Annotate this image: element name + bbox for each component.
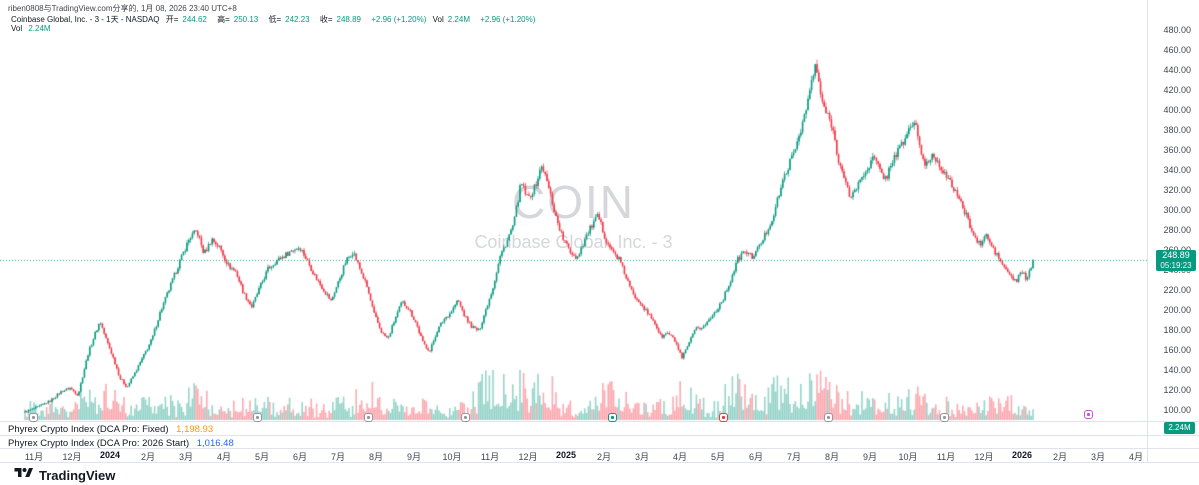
price-axis-label: 180.00 [1163,325,1191,335]
time-axis-label: 8月 [824,452,840,462]
event-marker-icon[interactable] [253,413,262,422]
indicator-2-name: Phyrex Crypto Index (DCA Pro: 2026 Start… [8,438,190,449]
time-axis-label: 11月 [24,452,44,462]
price-axis-label: 400.00 [1163,105,1191,115]
volume-value: 2.24M [28,24,51,33]
pane-separator-2[interactable] [0,435,1199,436]
price-axis-label: 460.00 [1163,45,1191,55]
time-axis-label: 12月 [62,452,82,462]
price-change: +2.96 (+1.20%) [371,15,427,24]
time-axis-label: 12月 [974,452,994,462]
last-price-value: 248.89 [1162,250,1190,260]
event-marker-icon[interactable] [461,413,470,422]
volume-legend-row[interactable]: Vol 2.24M [11,24,51,33]
pane-separator-1[interactable] [0,421,1199,422]
price-axis-label: 200.00 [1163,305,1191,315]
tradingview-brand-text: TradingView [39,468,116,483]
event-marker-icon[interactable] [1084,410,1093,419]
price-axis-label: 360.00 [1163,145,1191,155]
time-axis-label: 7月 [786,452,802,462]
event-marker-icon[interactable] [719,413,728,422]
ohlc-high: 高= 250.13 [217,15,259,24]
time-axis-label: 2026 [1011,450,1033,460]
event-marker-icon[interactable] [608,413,617,422]
indicator-1-name: Phyrex Crypto Index (DCA Pro: Fixed) [8,424,169,435]
time-axis-label: 10月 [898,452,918,462]
price-axis-label: 320.00 [1163,185,1191,195]
volume-label: Vol [11,24,23,33]
time-axis-label: 3月 [178,452,194,462]
volume-axis-badge: 2.24M [1164,422,1195,434]
price-chart-canvas[interactable] [0,0,1147,462]
time-axis-separator [0,448,1199,449]
price-change-secondary: +2.96 (+1.20%) [480,15,536,24]
event-marker-icon[interactable] [364,413,373,422]
time-axis-label: 2024 [99,450,121,460]
event-marker-icon[interactable] [824,413,833,422]
price-axis-label: 280.00 [1163,225,1191,235]
footer-bar: TradingView [0,463,1199,485]
price-axis[interactable]: 480.00 460.00 440.00 420.00 400.00 380.00 360.… [1147,0,1199,448]
price-axis-label: 440.00 [1163,65,1191,75]
ohlc-close: 收= 248.89 [319,15,361,24]
price-axis-border [1147,0,1148,462]
time-axis-label: 5月 [710,452,726,462]
share-attribution-line: riben0808与TradingView.com分享的, 1月 08, 202… [8,4,237,13]
symbol-title: Coinbase Global, Inc. - 3 - 1天 - NASDAQ [11,15,160,24]
indicator-legend-2[interactable]: Phyrex Crypto Index (DCA Pro: 2026 Start… [8,438,234,449]
time-axis-label: 9月 [862,452,878,462]
indicator-2-value: 1,016.48 [196,438,234,449]
price-axis-label: 220.00 [1163,285,1191,295]
time-axis-label: 8月 [368,452,384,462]
time-axis-label: 11月 [936,452,956,462]
tradingview-brand-link[interactable]: TradingView [14,466,115,485]
time-axis-label: 4月 [216,452,232,462]
volume-inline: Vol 2.24M [432,15,470,24]
symbol-legend-row[interactable]: Coinbase Global, Inc. - 3 - 1天 - NASDAQ … [11,14,539,25]
last-price-badge: 248.89 05:19:23 [1156,250,1196,271]
price-axis-label: 100.00 [1163,405,1191,415]
time-axis-label: 3月 [1090,452,1106,462]
price-axis-label: 140.00 [1163,365,1191,375]
ohlc-low: 低= 242.23 [268,15,310,24]
time-axis-label: 10月 [442,452,462,462]
time-axis-label: 2月 [596,452,612,462]
time-axis-label: 12月 [518,452,538,462]
indicator-1-value: 1,198.93 [176,424,214,435]
ohlc-open: 开= 244.62 [165,15,207,24]
price-axis-label: 300.00 [1163,205,1191,215]
time-axis-label: 7月 [330,452,346,462]
bar-countdown-timer: 05:19:23 [1160,261,1192,270]
time-axis-label: 2月 [1052,452,1068,462]
time-axis-label: 2025 [555,450,577,460]
tradingview-logo-icon [14,466,34,485]
price-axis-label: 160.00 [1163,345,1191,355]
indicator-legend-1[interactable]: Phyrex Crypto Index (DCA Pro: Fixed) 1,1… [8,424,213,435]
time-axis-label: 2月 [140,452,156,462]
time-axis-label: 6月 [292,452,308,462]
time-axis-label: 9月 [406,452,422,462]
price-axis-label: 340.00 [1163,165,1191,175]
price-axis-label: 420.00 [1163,85,1191,95]
footer-separator [0,462,1199,463]
time-axis-label: 11月 [480,452,500,462]
event-marker-icon[interactable] [29,413,38,422]
time-axis-label: 6月 [748,452,764,462]
time-axis-label: 4月 [672,452,688,462]
time-axis-label: 3月 [634,452,650,462]
time-axis-label: 5月 [254,452,270,462]
event-marker-icon[interactable] [940,413,949,422]
price-axis-label: 120.00 [1163,385,1191,395]
price-axis-label: 480.00 [1163,25,1191,35]
price-axis-label: 380.00 [1163,125,1191,135]
time-axis[interactable]: 11月 12月 2024 2月 3月 4月 5月 6月 7月 8月 9月 10月 11月 12月 2025 2… [0,449,1147,462]
time-axis-label: 4月 [1128,452,1144,462]
